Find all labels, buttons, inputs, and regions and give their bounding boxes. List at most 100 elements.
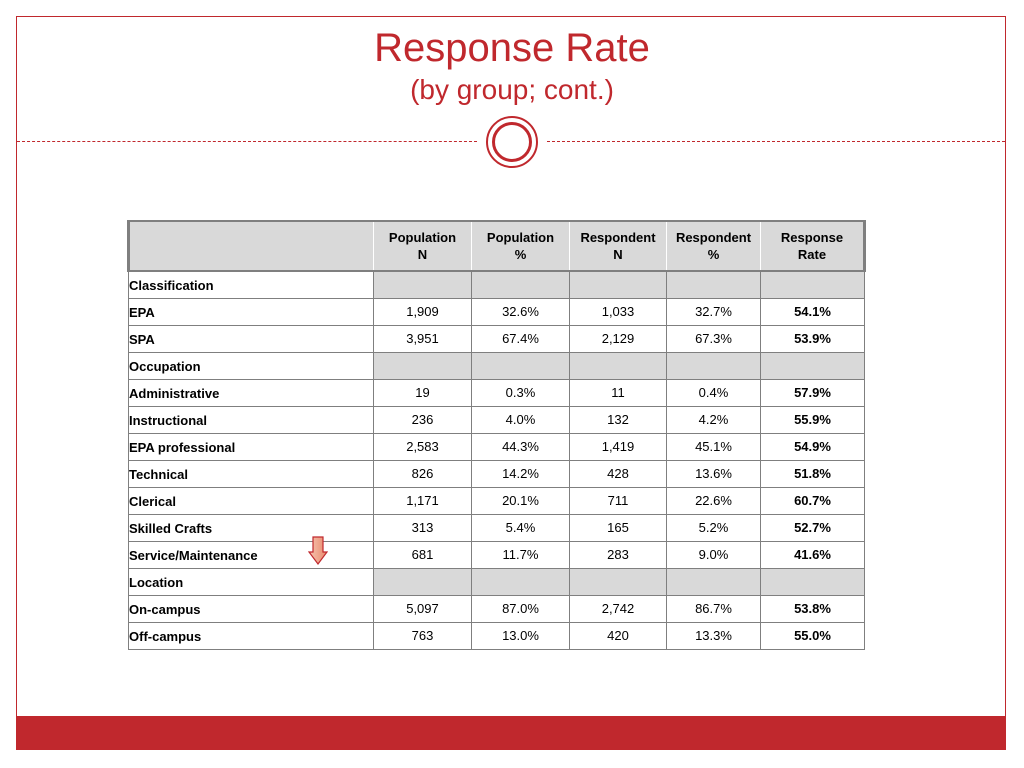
cell-pop-n: 19	[373, 379, 472, 407]
table-row: Administrative 19 0.3% 11 0.4% 57.9%	[128, 379, 865, 407]
cell-resp-pct: 67.3%	[666, 325, 761, 353]
table-row: Off-campus 763 13.0% 420 13.3% 55.0%	[128, 622, 865, 650]
table-row: Clerical 1,171 20.1% 711 22.6% 60.7%	[128, 487, 865, 515]
row-label: Administrative	[128, 379, 374, 407]
cell-pop-pct: 32.6%	[471, 298, 570, 326]
cell-resp-n: 711	[569, 487, 667, 515]
page-title: Response Rate	[374, 26, 650, 70]
cell-pop-pct: 11.7%	[471, 541, 570, 569]
cell-rate: 55.9%	[760, 406, 865, 434]
cell-resp-n: 132	[569, 406, 667, 434]
cell-pop-pct: 14.2%	[471, 460, 570, 488]
row-label: Instructional	[128, 406, 374, 434]
cell-pop-n: 2,583	[373, 433, 472, 461]
row-label: Skilled Crafts	[128, 514, 374, 542]
cell-pop-pct: 20.1%	[471, 487, 570, 515]
cell-resp-pct: 13.3%	[666, 622, 761, 650]
table-row: EPA 1,909 32.6% 1,033 32.7% 54.1%	[128, 298, 865, 326]
circle-ornament-inner	[492, 122, 532, 162]
row-label: SPA	[128, 325, 374, 353]
cell-resp-pct: 32.7%	[666, 298, 761, 326]
cell-resp-n: 2,742	[569, 595, 667, 623]
cell-resp-n: 428	[569, 460, 667, 488]
page-subtitle: (by group; cont.)	[410, 74, 614, 105]
cell-pop-n: 3,951	[373, 325, 472, 353]
footer-bar	[16, 716, 1006, 750]
cell-resp-pct: 22.6%	[666, 487, 761, 515]
section-cell	[760, 270, 865, 299]
cell-rate: 60.7%	[760, 487, 865, 515]
section-cell	[471, 270, 570, 299]
row-label: On-campus	[128, 595, 374, 623]
section-cell	[373, 270, 472, 299]
cell-resp-n: 2,129	[569, 325, 667, 353]
section-cell	[569, 568, 667, 596]
cell-pop-pct: 0.3%	[471, 379, 570, 407]
header-respondent-n: Respondent N	[569, 220, 667, 272]
circle-ornament-icon	[486, 116, 538, 168]
header-respondent-pct: Respondent%	[666, 220, 761, 272]
cell-resp-pct: 9.0%	[666, 541, 761, 569]
cell-pop-pct: 4.0%	[471, 406, 570, 434]
table-header-row: Population N Population% Respondent N Resp…	[127, 220, 866, 272]
section-label: Occupation	[128, 352, 374, 380]
section-cell	[760, 352, 865, 380]
cell-resp-n: 11	[569, 379, 667, 407]
table-row: Instructional 236 4.0% 132 4.2% 55.9%	[128, 406, 865, 434]
response-rate-table: Population N Population% Respondent N Resp…	[127, 220, 866, 650]
row-label: Clerical	[128, 487, 374, 515]
section-cell	[471, 352, 570, 380]
down-arrow-icon	[308, 536, 328, 565]
cell-pop-pct: 44.3%	[471, 433, 570, 461]
cell-rate: 54.1%	[760, 298, 865, 326]
cell-resp-pct: 86.7%	[666, 595, 761, 623]
row-label: Service/Maintenance	[128, 541, 374, 569]
cell-pop-n: 313	[373, 514, 472, 542]
table-row: Technical 826 14.2% 428 13.6% 51.8%	[128, 460, 865, 488]
cell-resp-pct: 5.2%	[666, 514, 761, 542]
row-label: Technical	[128, 460, 374, 488]
cell-rate: 41.6%	[760, 541, 865, 569]
table-row: SPA 3,951 67.4% 2,129 67.3% 53.9%	[128, 325, 865, 353]
header-population-n: Population N	[373, 220, 472, 272]
cell-pop-n: 763	[373, 622, 472, 650]
row-label: EPA	[128, 298, 374, 326]
cell-rate: 53.9%	[760, 325, 865, 353]
section-row: Location	[128, 568, 865, 596]
cell-rate: 55.0%	[760, 622, 865, 650]
cell-pop-pct: 5.4%	[471, 514, 570, 542]
section-row: Classification	[128, 270, 865, 299]
cell-resp-pct: 0.4%	[666, 379, 761, 407]
cell-resp-n: 1,419	[569, 433, 667, 461]
table-row: Skilled Crafts 313 5.4% 165 5.2% 52.7%	[128, 514, 865, 542]
section-cell	[373, 568, 472, 596]
divider-left	[17, 141, 477, 142]
row-label: EPA professional	[128, 433, 374, 461]
cell-pop-pct: 87.0%	[471, 595, 570, 623]
cell-resp-n: 165	[569, 514, 667, 542]
cell-pop-n: 681	[373, 541, 472, 569]
cell-resp-pct: 45.1%	[666, 433, 761, 461]
table-row: On-campus 5,097 87.0% 2,742 86.7% 53.8%	[128, 595, 865, 623]
cell-pop-n: 1,171	[373, 487, 472, 515]
header-population-pct: Population%	[471, 220, 570, 272]
section-cell	[471, 568, 570, 596]
cell-resp-pct: 4.2%	[666, 406, 761, 434]
cell-resp-n: 283	[569, 541, 667, 569]
header-response-rate: Response Rate	[760, 220, 866, 272]
cell-rate: 53.8%	[760, 595, 865, 623]
section-cell	[666, 568, 761, 596]
section-cell	[666, 352, 761, 380]
section-label: Classification	[128, 270, 374, 299]
cell-rate: 52.7%	[760, 514, 865, 542]
cell-pop-n: 236	[373, 406, 472, 434]
table-row: Service/Maintenance 681 11.7% 283 9.0% 41.6%	[128, 541, 865, 569]
section-row: Occupation	[128, 352, 865, 380]
cell-resp-pct: 13.6%	[666, 460, 761, 488]
row-label: Off-campus	[128, 622, 374, 650]
cell-rate: 51.8%	[760, 460, 865, 488]
section-cell	[373, 352, 472, 380]
cell-rate: 54.9%	[760, 433, 865, 461]
section-cell	[666, 270, 761, 299]
cell-pop-n: 826	[373, 460, 472, 488]
